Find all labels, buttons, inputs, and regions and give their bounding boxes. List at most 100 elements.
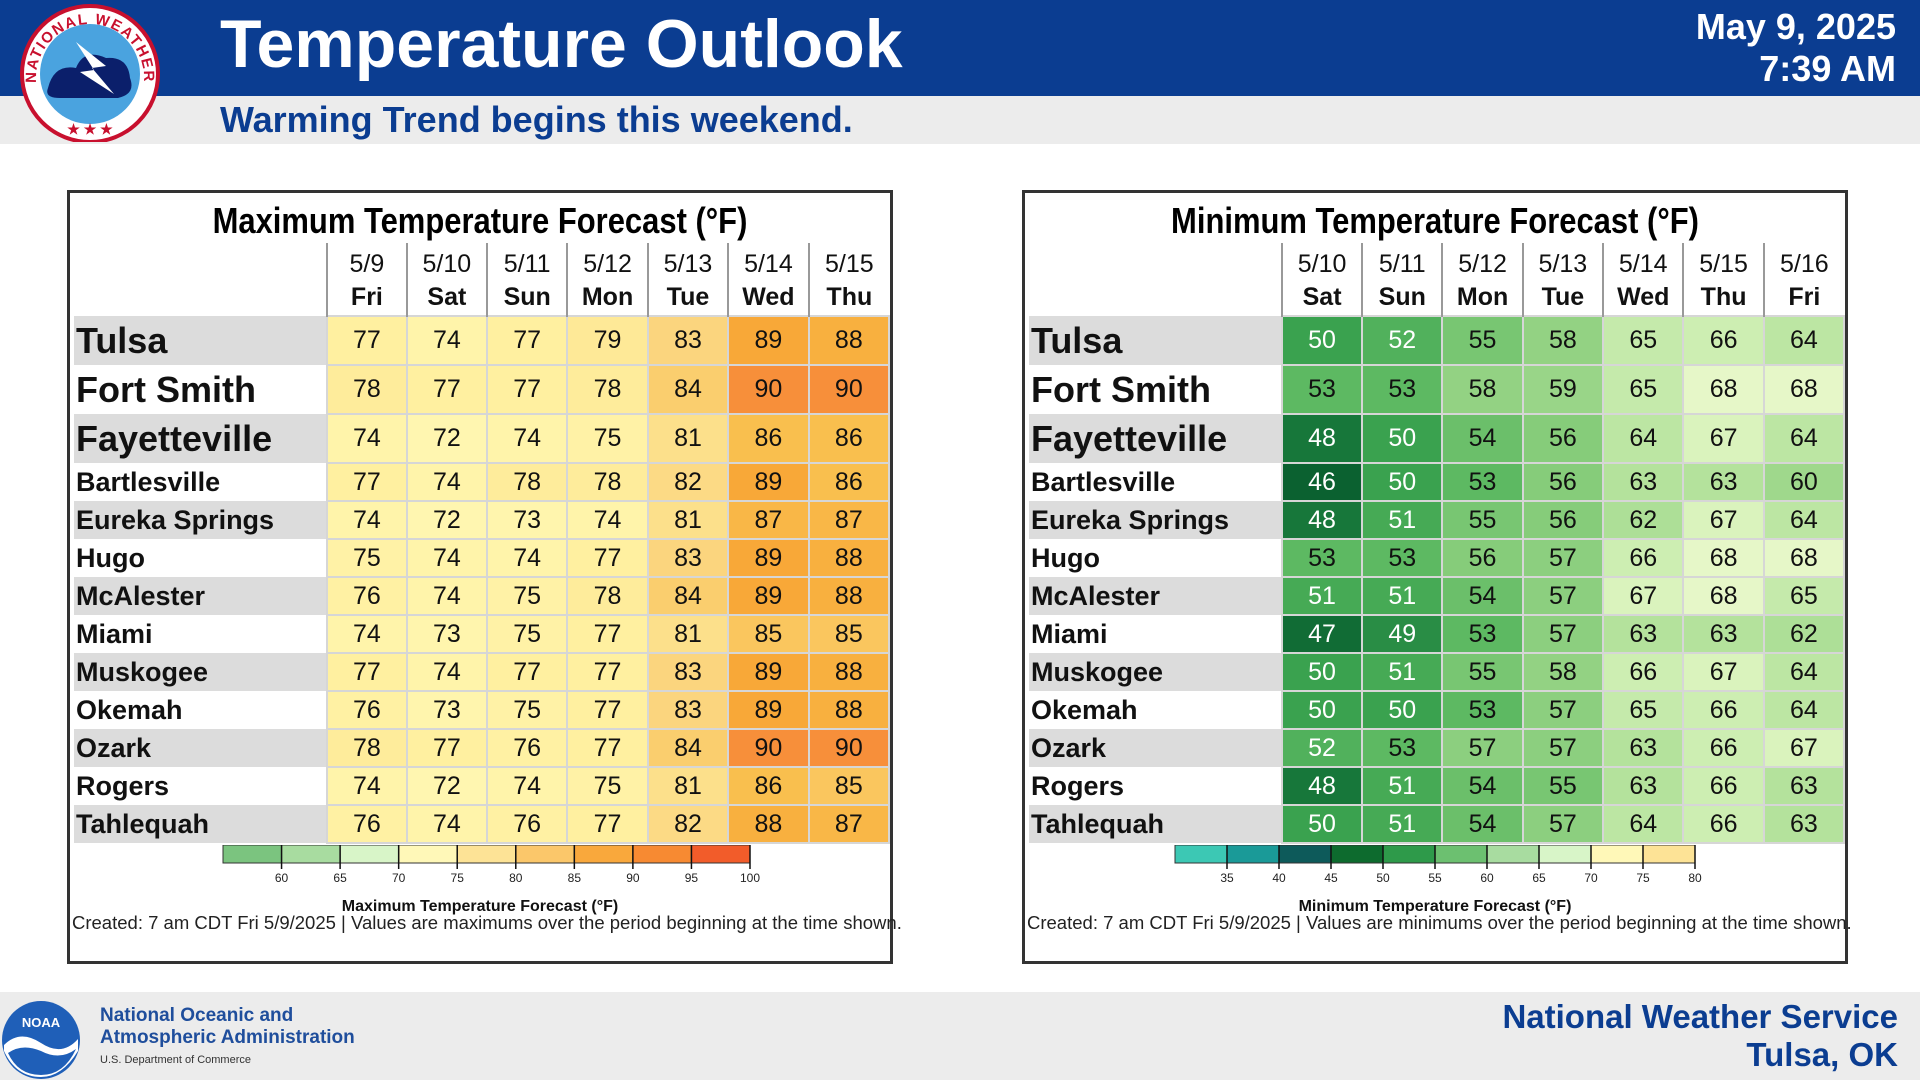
min-temp-body: Tulsa 50 52 55 58 65 66 64 Fort Smith 53 53 58 59 65 6… bbox=[1029, 315, 1846, 844]
temp-cell: 64 bbox=[1602, 413, 1685, 464]
temp-cell: 85 bbox=[807, 766, 891, 806]
legend-swatch bbox=[1590, 845, 1644, 864]
city-name: Ozark bbox=[1029, 729, 1282, 767]
corner-cell bbox=[74, 243, 327, 279]
temp-cell: 57 bbox=[1441, 728, 1524, 768]
day-header-row: Fri Sat Sun Mon Tue Wed Thu bbox=[74, 279, 889, 316]
temp-cell: 46 bbox=[1280, 462, 1364, 502]
table-row: McAlester 76 74 75 78 84 89 88 bbox=[74, 576, 891, 616]
city-name: Rogers bbox=[1029, 767, 1282, 805]
temp-cell: 54 bbox=[1441, 576, 1524, 616]
legend-tick-label: 70 bbox=[392, 871, 406, 885]
legend-swatch bbox=[515, 845, 575, 864]
min-legend: 35 40 45 50 55 60 65 70 75 80 Minimum Temperature… bbox=[1025, 845, 1845, 925]
day-header: Sat bbox=[405, 279, 488, 316]
temp-cell: 85 bbox=[727, 614, 810, 654]
temp-cell: 52 bbox=[1280, 728, 1364, 768]
temp-cell: 62 bbox=[1602, 500, 1685, 540]
temp-cell: 54 bbox=[1441, 804, 1524, 844]
temp-cell: 87 bbox=[807, 804, 891, 844]
temp-cell: 56 bbox=[1521, 462, 1605, 502]
day-header: Tue bbox=[646, 279, 729, 316]
day-header: Sun bbox=[1361, 279, 1443, 316]
city-name: McAlester bbox=[74, 577, 328, 615]
temp-cell: 76 bbox=[326, 690, 408, 730]
temp-cell: 67 bbox=[1682, 652, 1765, 692]
temp-cell: 90 bbox=[727, 728, 810, 768]
subtitle-banner bbox=[0, 96, 1920, 144]
temp-cell: 76 bbox=[486, 728, 569, 768]
footer-banner bbox=[0, 992, 1920, 1080]
legend-swatch bbox=[339, 845, 400, 864]
temp-cell: 83 bbox=[646, 315, 730, 366]
temp-cell: 86 bbox=[807, 462, 891, 502]
temp-cell: 63 bbox=[1602, 614, 1685, 654]
temp-cell: 57 bbox=[1521, 576, 1605, 616]
noaa-department: U.S. Department of Commerce bbox=[100, 1054, 251, 1066]
temp-cell: 57 bbox=[1521, 614, 1605, 654]
temp-cell: 63 bbox=[1602, 766, 1685, 806]
temp-cell: 58 bbox=[1521, 315, 1605, 366]
table-row: Ozark 52 53 57 57 63 66 67 bbox=[1029, 728, 1846, 768]
temp-cell: 89 bbox=[727, 652, 810, 692]
temp-cell: 53 bbox=[1361, 364, 1444, 415]
temp-cell: 73 bbox=[405, 614, 489, 654]
table-row: Fayetteville 48 50 54 56 64 67 64 bbox=[1029, 413, 1846, 464]
table-row: Tahlequah 76 74 76 77 82 88 87 bbox=[74, 804, 891, 844]
legend-tick-label: 100 bbox=[740, 871, 760, 885]
date-header: 5/14 bbox=[1602, 243, 1684, 279]
temp-cell: 82 bbox=[646, 462, 730, 502]
temp-cell: 74 bbox=[326, 766, 408, 806]
legend-swatch bbox=[1642, 845, 1696, 864]
temp-cell: 88 bbox=[807, 690, 891, 730]
city-name: Fort Smith bbox=[1029, 365, 1282, 414]
table-row: Okemah 50 50 53 57 65 66 64 bbox=[1029, 690, 1846, 730]
temp-cell: 79 bbox=[566, 315, 649, 366]
temp-cell: 88 bbox=[807, 576, 891, 616]
table-row: Tulsa 77 74 77 79 83 89 88 bbox=[74, 315, 891, 366]
temp-cell: 77 bbox=[566, 728, 649, 768]
noaa-name-line2: Atmospheric Administration bbox=[100, 1027, 355, 1048]
day-header: Wed bbox=[1602, 279, 1684, 316]
temp-cell: 88 bbox=[807, 538, 891, 578]
day-header: Fri bbox=[1762, 279, 1844, 316]
temp-cell: 86 bbox=[807, 413, 891, 464]
temp-cell: 63 bbox=[1762, 804, 1846, 844]
temp-cell: 75 bbox=[566, 413, 649, 464]
day-header-row: Sat Sun Mon Tue Wed Thu Fri bbox=[1029, 279, 1844, 316]
temp-cell: 87 bbox=[807, 500, 891, 540]
temp-cell: 77 bbox=[486, 652, 569, 692]
legend-swatch bbox=[1486, 845, 1540, 864]
legend-swatch bbox=[1226, 845, 1280, 864]
day-header: Mon bbox=[566, 279, 648, 316]
temp-cell: 51 bbox=[1361, 652, 1444, 692]
table-row: Muskogee 50 51 55 58 66 67 64 bbox=[1029, 652, 1846, 692]
temp-cell: 54 bbox=[1441, 413, 1524, 464]
corner-cell bbox=[1029, 243, 1282, 279]
date-header: 5/15 bbox=[807, 243, 889, 279]
nws-logo-icon: NATIONAL WEATHER ★ ★ ★ bbox=[20, 4, 160, 142]
day-header: Mon bbox=[1441, 279, 1523, 316]
temp-cell: 78 bbox=[326, 728, 408, 768]
legend-tick-label: 65 bbox=[1532, 871, 1546, 885]
temp-cell: 75 bbox=[486, 614, 569, 654]
issue-time: 7:39 AM bbox=[1759, 48, 1896, 89]
legend-swatch bbox=[573, 845, 634, 864]
legend-swatch bbox=[398, 845, 458, 864]
day-header: Tue bbox=[1521, 279, 1604, 316]
city-name: Okemah bbox=[1029, 691, 1282, 729]
header-banner bbox=[0, 0, 1920, 96]
city-name: Eureka Springs bbox=[74, 501, 328, 539]
temp-cell: 63 bbox=[1682, 462, 1765, 502]
temp-cell: 77 bbox=[566, 614, 649, 654]
date-header: 5/13 bbox=[1521, 243, 1604, 279]
temp-cell: 66 bbox=[1682, 728, 1765, 768]
city-name: McAlester bbox=[1029, 577, 1282, 615]
temp-cell: 50 bbox=[1361, 690, 1444, 730]
city-name: Eureka Springs bbox=[1029, 501, 1282, 539]
temp-cell: 89 bbox=[727, 576, 810, 616]
temp-cell: 50 bbox=[1280, 690, 1364, 730]
legend-swatch bbox=[1382, 845, 1436, 864]
temp-cell: 63 bbox=[1602, 728, 1685, 768]
table-row: Eureka Springs 48 51 55 56 62 67 64 bbox=[1029, 500, 1846, 540]
